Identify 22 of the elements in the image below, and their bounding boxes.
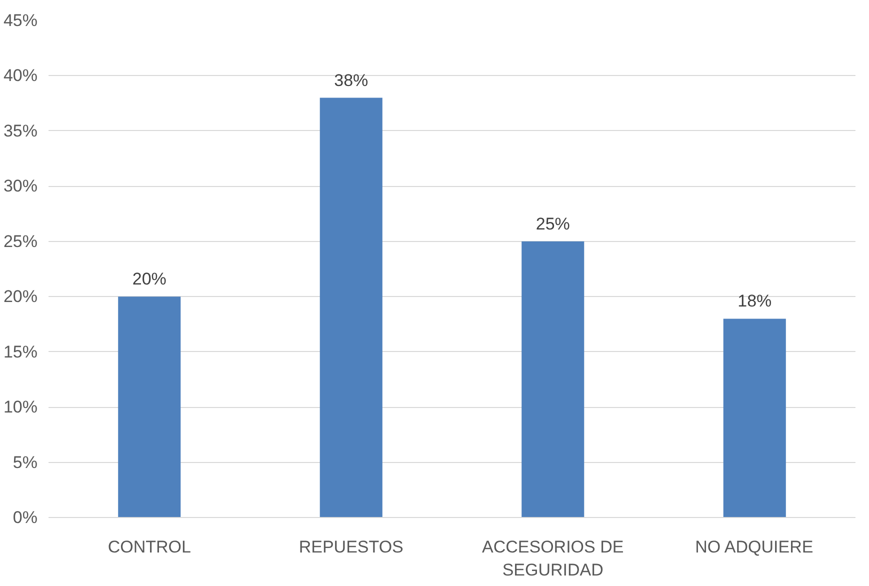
x-tick-label: ACCESORIOS DE SEGURIDAD	[482, 538, 624, 580]
x-tick-label: CONTROL	[108, 538, 191, 556]
data-label: 25%	[536, 214, 570, 234]
data-label: 18%	[738, 292, 772, 311]
bar	[723, 318, 786, 518]
y-tick-label: 45%	[3, 11, 38, 30]
y-tick-label: 5%	[12, 452, 38, 472]
y-tick-label: 20%	[3, 287, 38, 306]
y-tick-label: 10%	[3, 398, 38, 417]
x-tick-label: REPUESTOS	[298, 538, 404, 556]
y-tick-label: 40%	[3, 66, 38, 86]
y-tick-label: 30%	[3, 176, 38, 196]
y-tick-label: 35%	[3, 121, 38, 140]
bar	[118, 296, 181, 518]
y-tick-label: 0%	[12, 508, 38, 527]
data-label: 20%	[132, 270, 166, 289]
y-tick-label: 15%	[3, 342, 38, 362]
x-tick-label: NO ADQUIERE	[695, 538, 814, 556]
bar	[320, 98, 382, 518]
y-tick-label: 25%	[3, 232, 38, 251]
data-label: 38%	[334, 70, 368, 90]
bar	[522, 241, 584, 518]
